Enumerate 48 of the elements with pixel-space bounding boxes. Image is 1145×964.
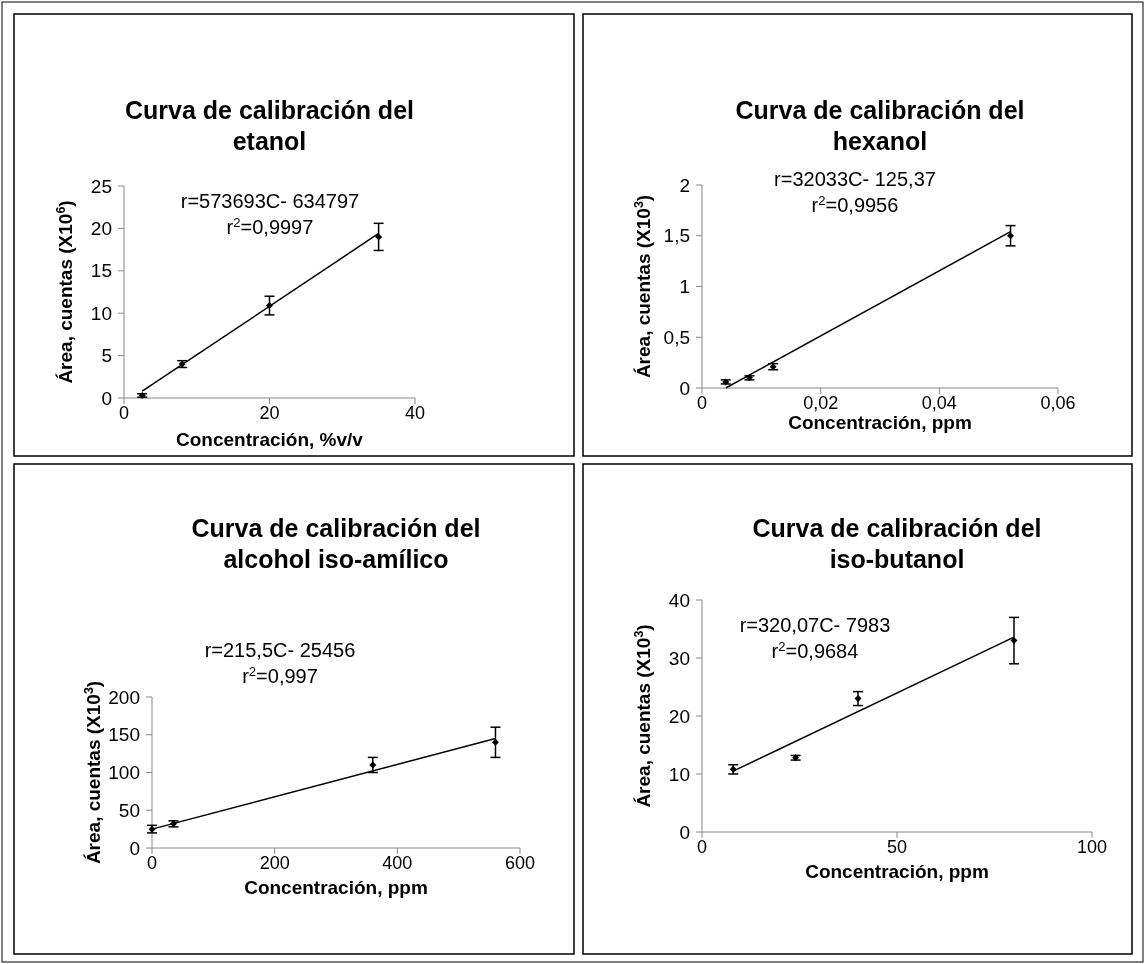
y-tick-label: 0,5 — [663, 326, 690, 348]
x-tick-label: 0 — [696, 837, 708, 857]
text: r=215,5C- 25456 — [204, 639, 356, 661]
x-axis-title: Concentración, ppm — [244, 877, 428, 898]
annotation: r$^{2}$=0,9997 — [226, 214, 314, 238]
y-tick-label: 0 — [679, 377, 690, 399]
y-tick-label: 10 — [90, 302, 112, 324]
annotation: r$^{2}$=0,9956 — [811, 192, 899, 216]
chart-title: Curva de calibración del hexanol — [735, 96, 1025, 155]
annotation: r=32033C- 125,37 — [774, 168, 936, 190]
y-tick-label: 150 — [108, 724, 140, 746]
y-tick-label: 50 — [118, 799, 140, 821]
text: r$^{2}$=0,997 — [242, 663, 318, 687]
y-tick-label: 200 — [108, 686, 140, 708]
x-tick-label: 20 — [259, 403, 280, 423]
x-tick-label: 40 — [404, 403, 426, 423]
y-tick-label: 15 — [90, 260, 112, 282]
y-tick-label: 25 — [90, 175, 112, 197]
chart-title: Curva de calibración del etanol — [125, 96, 414, 155]
y-tick-label: 40 — [668, 589, 690, 611]
x-tick-label: 0,02 — [803, 393, 839, 413]
x-tick-label: 200 — [259, 853, 290, 873]
y-tick-label: 100 — [108, 762, 140, 784]
x-tick-label: 0 — [146, 853, 158, 873]
y-tick-label: 2 — [679, 174, 690, 196]
y-tick-label: 1,5 — [663, 225, 690, 247]
annotation: r=573693C- 634797 — [180, 190, 360, 212]
x-tick-label: 0 — [696, 393, 708, 413]
x-axis-title: Concentración, ppm — [805, 861, 989, 882]
chart-title: Curva de calibración del alcohol iso-amílico — [191, 514, 481, 573]
annotation: r$^{2}$=0,9684 — [771, 638, 859, 662]
y-tick-label: 10 — [668, 763, 690, 785]
y-tick-label: 20 — [90, 218, 112, 240]
chart-title: Curva de calibración del iso-butanol — [752, 514, 1042, 573]
y-tick-label: 1 — [679, 276, 690, 298]
y-tick-label: 30 — [668, 647, 690, 669]
y-tick-label: 20 — [668, 705, 690, 727]
x-tick-label: 50 — [886, 837, 908, 857]
x-tick-label: 100 — [1076, 837, 1108, 857]
x-tick-label: 0,06 — [1040, 393, 1076, 413]
x-axis-title: Concentración, %v/v — [176, 429, 364, 450]
y-tick-label: 0 — [679, 821, 690, 843]
annotation: r=320,07C- 7983 — [739, 614, 891, 636]
y-tick-label: 5 — [101, 345, 112, 367]
x-axis-title: Concentración, ppm — [788, 412, 972, 433]
x-tick-label: 0,04 — [921, 393, 957, 413]
x-tick-label: 400 — [382, 853, 413, 873]
x-tick-label: 600 — [504, 853, 536, 873]
